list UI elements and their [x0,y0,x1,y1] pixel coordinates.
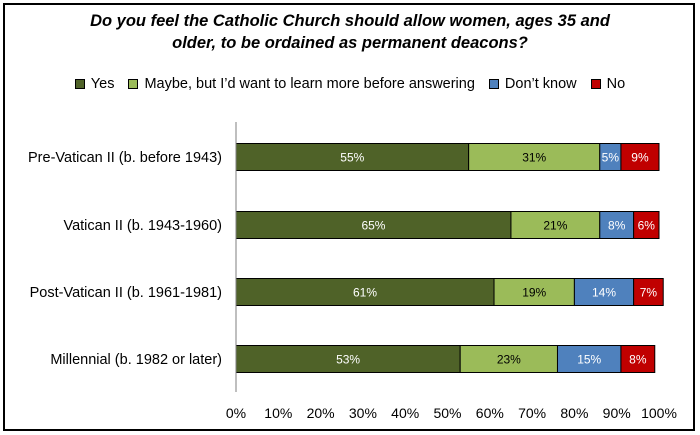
data-label: 65% [361,219,385,233]
legend-label-maybe: Maybe, but I’d want to learn more before… [144,76,475,92]
x-tick-label: 80% [560,405,588,421]
x-tick-label: 10% [264,405,292,421]
category-label: Vatican II (b. 1943-1960) [63,218,222,234]
bar-yes-millennial-b-1982-or-later [235,345,461,373]
bar-yes-vatican-ii-b-1943-1960 [235,211,512,239]
data-label: 8% [629,353,647,367]
legend-swatch-maybe [128,79,139,89]
category-label: Pre-Vatican II (b. before 1943) [28,150,222,166]
bar-dont-know-post-vatican-ii-b-1961-1981 [573,278,635,306]
data-label: 8% [608,219,626,233]
category-label: Millennial (b. 1982 or later) [50,352,222,368]
data-label: 31% [522,151,546,165]
data-label: 15% [577,353,601,367]
legend-label-dont-know: Don’t know [504,76,577,92]
bar-maybe-millennial-b-1982-or-later [459,345,558,373]
data-label: 21% [543,219,567,233]
data-label: 14% [592,286,616,300]
chart-title-line-1: Do you feel the Catholic Church should a… [90,12,610,30]
legend-item-maybe: Maybe, but I’d want to learn more before… [128,76,475,92]
data-label: 6% [638,219,656,233]
data-label: 5% [602,151,620,165]
bar-no-pre-vatican-ii-b-before-1943 [620,143,660,171]
legend-swatch-no [590,79,601,89]
legend-swatch-dont-know [488,79,499,89]
data-label: 53% [336,353,360,367]
legend-item-no: No [590,76,626,92]
data-label: 19% [522,286,546,300]
x-tick-label: 100% [641,405,677,421]
legend-item-yes: Yes [74,76,115,92]
data-label: 7% [640,286,658,300]
x-tick-label: 70% [518,405,546,421]
x-tick-label: 20% [307,405,335,421]
bar-dont-know-millennial-b-1982-or-later [556,345,622,373]
chart-title-line-2: older, to be ordained as permanent deaco… [172,34,528,52]
category-label: Post-Vatican II (b. 1961-1981) [30,285,222,301]
bar-dont-know-vatican-ii-b-1943-1960 [599,211,635,239]
bar-no-millennial-b-1982-or-later [620,345,656,373]
legend-label-yes: Yes [90,76,115,92]
data-label: 55% [340,151,364,165]
x-tick-label: 30% [349,405,377,421]
bar-no-post-vatican-ii-b-1961-1981 [633,278,664,306]
legend-swatch-yes [74,79,85,89]
x-tick-label: 0% [226,405,246,421]
data-label: 61% [353,286,377,300]
x-tick-label: 40% [391,405,419,421]
bar-maybe-post-vatican-ii-b-1961-1981 [493,278,575,306]
data-label: 9% [631,151,649,165]
data-label: 23% [497,353,521,367]
x-tick-label: 50% [433,405,461,421]
x-tick-label: 60% [476,405,504,421]
bar-no-vatican-ii-b-1943-1960 [633,211,660,239]
chart-title: Do you feel the Catholic Church should a… [20,10,680,54]
chart-legend: Yes Maybe, but I’d want to learn more be… [0,76,700,92]
legend-item-dont-know: Don’t know [488,76,577,92]
legend-label-no: No [606,76,626,92]
x-tick-label: 90% [603,405,631,421]
